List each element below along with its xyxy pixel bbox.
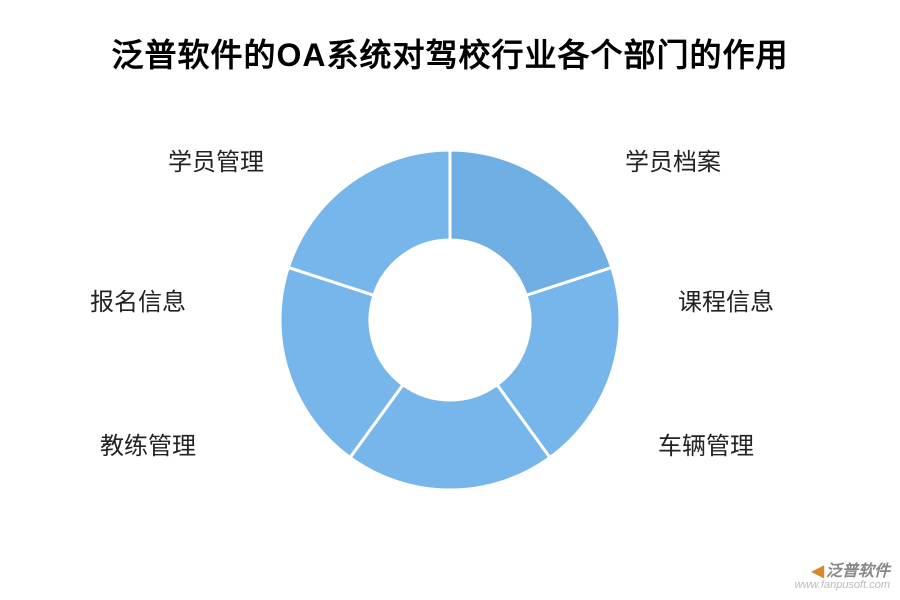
- watermark-accent-icon: ◀: [812, 563, 824, 580]
- segment-label: 教练管理: [100, 426, 196, 461]
- watermark-brand: ◀泛普软件: [795, 564, 890, 581]
- watermark-url: www.fanpusoft.com: [795, 580, 890, 592]
- segment-label: 报名信息: [90, 282, 186, 317]
- donut-segment: [288, 150, 450, 295]
- watermark: ◀泛普软件 www.fanpusoft.com: [795, 564, 890, 592]
- donut-svg: [250, 120, 650, 520]
- segment-label: 车辆管理: [658, 426, 754, 461]
- donut-chart: 学员档案课程信息车辆管理 教练管理 报名信息 学员管理: [0, 110, 900, 530]
- segment-label: 课程信息: [678, 282, 774, 317]
- segment-label: 学员管理: [168, 142, 264, 177]
- watermark-brand-text: 泛普软件: [826, 563, 890, 580]
- segment-label: 学员档案: [625, 142, 721, 177]
- page-title: 泛普软件的OA系统对驾校行业各个部门的作用: [0, 30, 900, 76]
- donut-segment: [450, 150, 612, 295]
